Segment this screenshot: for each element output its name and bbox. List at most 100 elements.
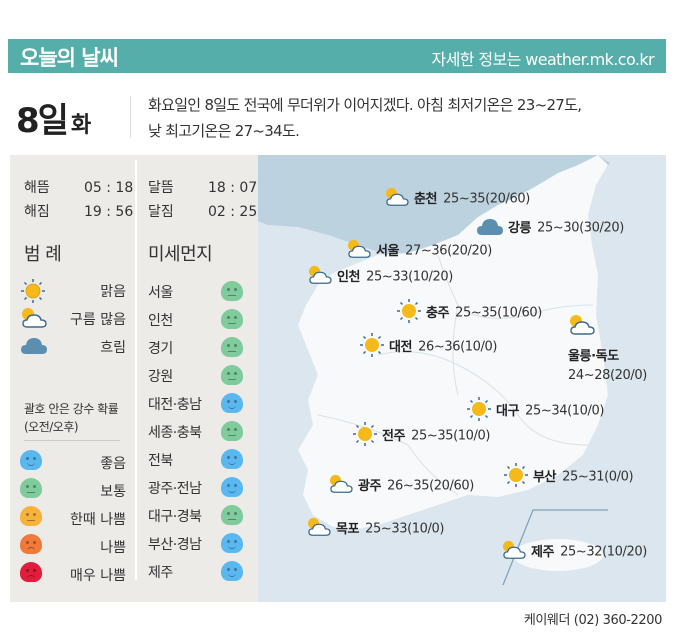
region-name: 강원 <box>148 369 173 385</box>
city-temp: 25~32 <box>560 544 603 560</box>
date-day: 8일 <box>16 101 69 141</box>
region-name: 대전·충남 <box>148 397 202 413</box>
sun-icon <box>396 298 422 328</box>
city-name: 서울 <box>376 243 400 259</box>
face-smile-icon <box>221 477 243 497</box>
face-neutral-icon <box>221 365 243 385</box>
city-rain-prob: (30/20) <box>579 220 624 236</box>
partly-cloudy-icon <box>501 539 527 565</box>
city-ulleung-dokdo: 울릉·독도 24~28(20/0) <box>568 313 647 383</box>
face-smile-icon <box>20 450 42 470</box>
dust-level-label: 한때 나쁨 <box>70 512 126 528</box>
dust-region-seoul: 서울 <box>148 279 243 303</box>
face-neutral-icon <box>221 421 243 441</box>
face-neutral-icon <box>221 309 243 329</box>
city-rain-prob: (20/20) <box>447 243 492 259</box>
moonrise-label: 달뜸 <box>148 180 174 196</box>
city-temp: 25~33 <box>366 269 409 285</box>
city-name: 광주 <box>358 478 382 494</box>
face-angry-icon <box>20 562 42 582</box>
city-name: 춘천 <box>414 191 438 207</box>
region-name: 광주·전남 <box>148 481 202 497</box>
moonset-time: 02 : 25 <box>208 204 258 220</box>
city-rain-prob: (10/0) <box>567 403 605 419</box>
fine-dust-title: 미세먼지 <box>148 244 213 265</box>
moonrise-time: 18 : 07 <box>208 180 258 196</box>
face-neutral-icon <box>20 478 42 498</box>
forecast-summary: 화요일인 8일도 전국에 무더위가 이어지겠다. 아침 최저기온은 23~27도… <box>148 92 668 144</box>
sunrise-row: 해뜸 05 : 18 <box>24 177 133 197</box>
city-chungju: 충주 25~35(10/60) <box>396 298 542 328</box>
face-smile-icon <box>221 561 243 581</box>
legend-title: 범 례 <box>24 244 62 265</box>
partly-cloudy-icon <box>307 264 333 290</box>
dust-region-daejeon: 대전·충남 <box>148 391 243 415</box>
region-name: 전북 <box>148 453 173 469</box>
dust-region-busan: 부산·경남 <box>148 531 243 555</box>
dust-level-bad: 나쁨 <box>20 534 126 558</box>
legend-label: 흐림 <box>100 340 126 356</box>
dust-region-incheon: 인천 <box>148 307 243 331</box>
city-jeju: 제주 25~32(10/20) <box>501 539 647 565</box>
city-rain-prob: (20/60) <box>485 191 530 207</box>
city-temp: 25~35 <box>443 191 486 207</box>
city-mokpo: 목포 25~33(10/0) <box>306 516 444 542</box>
date-weekday: 화 <box>70 113 92 138</box>
credit-text: 케이웨더 (02) 360-2200 <box>523 613 663 628</box>
city-name: 제주 <box>531 544 555 560</box>
region-name: 경기 <box>148 341 173 357</box>
city-name: 강릉 <box>508 220 532 236</box>
city-name: 대구 <box>496 403 520 419</box>
sun-icon <box>503 462 529 492</box>
info-panel <box>10 155 258 602</box>
city-temp: 25~35 <box>411 428 454 444</box>
legend-partly-cloudy: 구름 많음 <box>20 306 126 330</box>
face-smile-icon <box>221 533 243 553</box>
divider <box>130 96 131 138</box>
city-temp: 25~31 <box>562 469 605 485</box>
partly-cloudy-icon <box>306 516 332 542</box>
divider <box>24 440 120 441</box>
rain-probability-note: 괄호 안은 강수 확률 (오전/오후) <box>24 400 119 436</box>
city-jeonju: 전주 25~35(10/0) <box>352 421 490 451</box>
city-rain-prob: (10/0) <box>453 428 491 444</box>
city-temp: 27~36 <box>405 243 448 259</box>
city-daegu: 대구 25~34(10/0) <box>466 396 604 426</box>
region-name: 서울 <box>148 285 173 301</box>
sun-icon <box>466 396 492 426</box>
face-smile-icon <box>221 449 243 469</box>
city-temp: 25~35 <box>455 305 498 321</box>
summary-line-2: 낮 최고기온은 27~34도. <box>148 122 300 140</box>
city-chuncheon: 춘천 25~35(20/60) <box>384 186 530 212</box>
city-seoul: 서울 27~36(20/20) <box>346 238 492 264</box>
korea-weather-map: 춘천 25~35(20/60) 강릉 25~30(30/20) 서울 27~36(20… <box>258 155 666 602</box>
partly-cloudy-icon <box>384 186 410 212</box>
legend-label: 맑음 <box>100 284 126 300</box>
summary-line-1: 화요일인 8일도 전국에 무더위가 이어지겠다. 아침 최저기온은 23~27도… <box>148 96 582 114</box>
city-rain-prob: (10/20) <box>602 544 647 560</box>
city-busan: 부산 25~31(0/0) <box>503 462 634 492</box>
dust-level-label: 좋음 <box>100 456 126 472</box>
city-temp: 25~34 <box>525 403 568 419</box>
city-name: 울릉·독도 <box>568 349 619 364</box>
city-temp: 25~30 <box>537 220 580 236</box>
note-line-1: 괄호 안은 강수 확률 <box>24 402 119 416</box>
dust-region-jeonbuk: 전북 <box>148 447 243 471</box>
dust-level-label: 매우 나쁨 <box>70 568 126 584</box>
dust-level-very-bad: 매우 나쁨 <box>20 562 126 586</box>
sun-icon <box>20 278 46 308</box>
column-divider <box>135 160 137 580</box>
weather-site-link[interactable]: 자세한 정보는 weather.mk.co.kr <box>431 50 655 69</box>
partly-cloudy-icon <box>346 238 372 264</box>
header-bar: 오늘의 날씨 자세한 정보는 weather.mk.co.kr <box>8 39 666 73</box>
dust-level-good: 좋음 <box>20 450 126 474</box>
face-neutral-icon <box>221 337 243 357</box>
region-name: 대구·경북 <box>148 509 202 525</box>
city-temp: 26~36 <box>418 339 461 355</box>
dust-region-gwangju: 광주·전남 <box>148 475 243 499</box>
moonrise-row: 달뜸 18 : 07 <box>148 177 257 197</box>
sun-icon <box>352 421 378 451</box>
partly-cloudy-icon <box>20 306 48 334</box>
city-rain-prob: (20/0) <box>609 368 647 383</box>
sunset-time: 19 : 56 <box>84 204 134 220</box>
